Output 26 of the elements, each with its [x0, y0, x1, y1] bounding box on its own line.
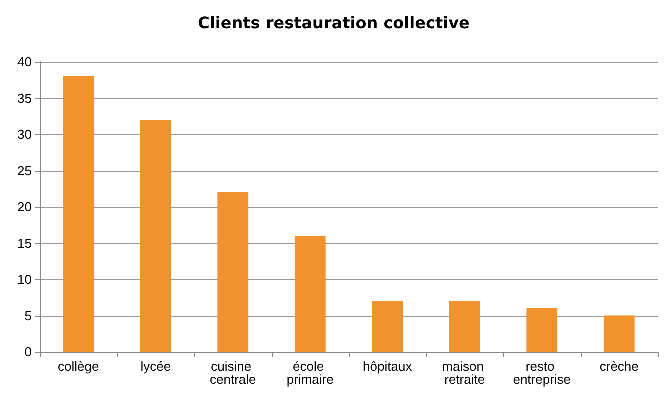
- bar: [372, 301, 404, 352]
- y-tick-label: 30: [18, 127, 32, 142]
- x-tick-label: lycée: [140, 359, 172, 374]
- y-tick-label: 10: [18, 272, 32, 287]
- bar: [63, 76, 94, 352]
- x-tick-label: cuisine centrale: [210, 359, 256, 387]
- y-tick-label: 20: [18, 200, 32, 214]
- bar: [449, 301, 480, 352]
- y-tick-label: 40: [18, 54, 32, 70]
- y-tick-label: 35: [18, 90, 32, 106]
- x-tick-label: crèche: [600, 359, 639, 374]
- x-tick-label: hôpitaux: [363, 359, 413, 374]
- y-tick-label: 25: [18, 163, 32, 178]
- y-tick-label: 0: [24, 344, 32, 360]
- x-tick-label: école primaire: [286, 359, 334, 387]
- bar: [604, 316, 635, 352]
- chart-title: Clients restauration collective: [198, 14, 470, 32]
- y-tick-label: 15: [18, 236, 32, 251]
- bar: [218, 192, 249, 352]
- x-tick-label: resto entreprise: [513, 359, 572, 387]
- x-tick-label: maison retraite: [442, 359, 488, 387]
- bar: [526, 308, 558, 352]
- bar: [140, 120, 172, 352]
- x-tick-label: collège: [58, 359, 100, 374]
- bar: [294, 236, 326, 352]
- y-tick-label: 5: [24, 308, 32, 324]
